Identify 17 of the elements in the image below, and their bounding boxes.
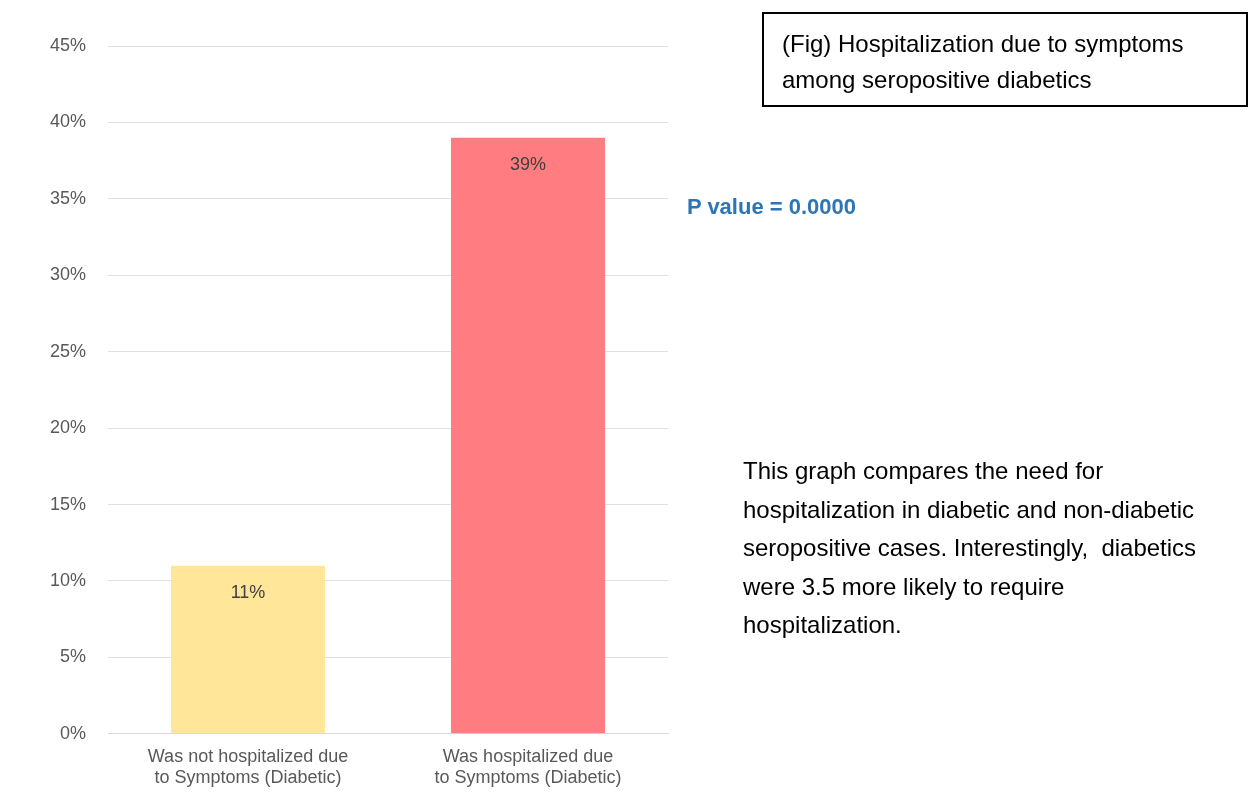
y-tick-label: 35% — [50, 187, 87, 208]
y-tick-label: 25% — [50, 340, 87, 361]
text: (Fig) Hospitalization due to symptoms among seropositive diabetics — [762, 12, 1248, 107]
text: P value = 0.0000 — [687, 194, 857, 220]
y-tick-label: 0% — [60, 722, 87, 743]
text: This graph compares the need for hospitalization in diabetic and non-diabetic seropositive cases. Interestingly, diabetics were 3.5 more likely to require hospitalization. — [743, 456, 1198, 640]
x-tick-label: Was hospitalized due to Symptoms (Diabetic) — [434, 745, 622, 788]
y-tick-label: 40% — [50, 111, 87, 132]
x-tick-label: Was not hospitalized due to Symptoms (Diabetic) — [147, 745, 349, 788]
y-tick-label: 20% — [50, 417, 87, 438]
data-label: 11% — [230, 581, 266, 602]
y-tick-label: 45% — [50, 34, 87, 55]
data-label: 39% — [509, 153, 547, 174]
y-tick-label: 5% — [60, 646, 87, 667]
y-tick-label: 10% — [50, 569, 87, 590]
y-tick-label: 15% — [50, 493, 87, 514]
y-tick-label: 30% — [50, 264, 87, 285]
